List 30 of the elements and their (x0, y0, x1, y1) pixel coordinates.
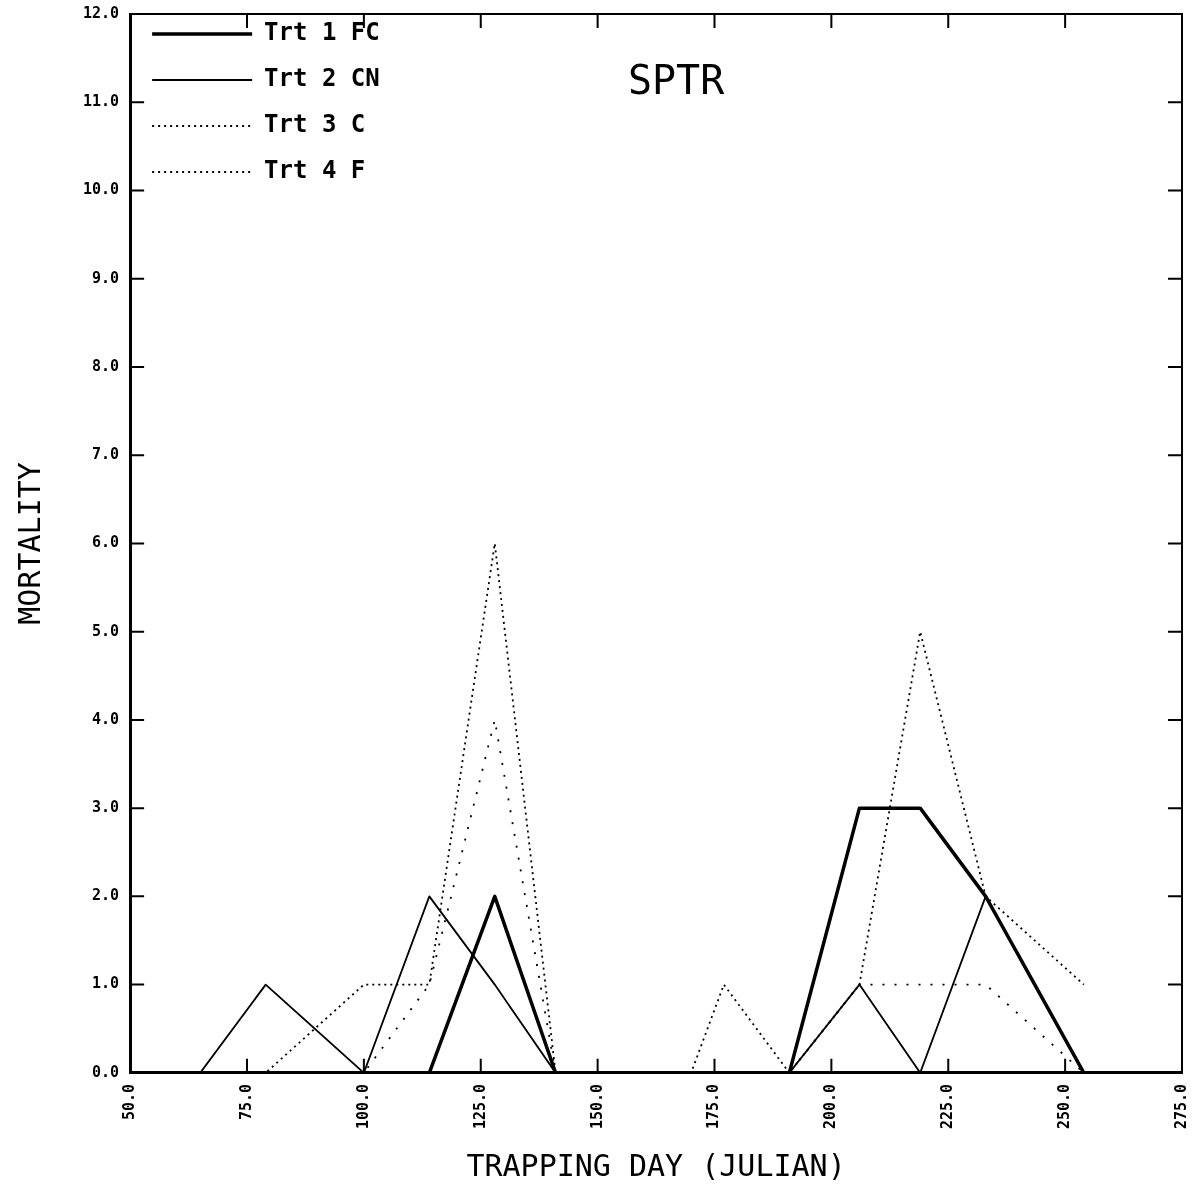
y-tick-label: 5.0 (92, 621, 120, 640)
legend-label: Trt 2 CN (264, 64, 380, 93)
y-tick-label: 7.0 (92, 445, 120, 464)
y-tick-label: 0.0 (92, 1062, 120, 1081)
x-axis-title: TRAPPING DAY (JULIAN) (466, 1147, 846, 1183)
y-tick-label: 11.0 (83, 92, 120, 111)
y-tick-label: 4.0 (92, 709, 120, 728)
legend-label: Trt 3 C (264, 110, 366, 139)
x-tick-label: 175.0 (704, 1083, 723, 1129)
y-tick-label: 6.0 (92, 533, 120, 552)
legend-label: Trt 1 FC (264, 18, 380, 47)
y-axis-title: MORTALITY (11, 462, 47, 625)
x-tick-label: 275.0 (1171, 1083, 1190, 1129)
x-tick-label: 150.0 (587, 1083, 606, 1129)
x-tick-label: 50.0 (120, 1083, 139, 1120)
y-tick-label: 1.0 (92, 974, 120, 993)
text: SPTR (627, 57, 726, 104)
y-tick-label: 3.0 (92, 798, 120, 817)
x-tick-label: 200.0 (821, 1083, 840, 1129)
y-tick-label: 9.0 (92, 268, 120, 287)
x-tick-label: 75.0 (236, 1083, 255, 1120)
x-tick-label: 225.0 (938, 1083, 957, 1129)
y-tick-label: 2.0 (92, 886, 120, 905)
x-tick-label: 125.0 (470, 1083, 489, 1129)
legend-label: Trt 4 F (264, 156, 366, 185)
y-tick-label: 12.0 (83, 3, 120, 22)
y-tick-label: 10.0 (83, 180, 120, 199)
y-tick-label: 8.0 (92, 356, 120, 375)
x-tick-label: 100.0 (353, 1083, 372, 1129)
x-tick-label: 250.0 (1055, 1083, 1074, 1129)
